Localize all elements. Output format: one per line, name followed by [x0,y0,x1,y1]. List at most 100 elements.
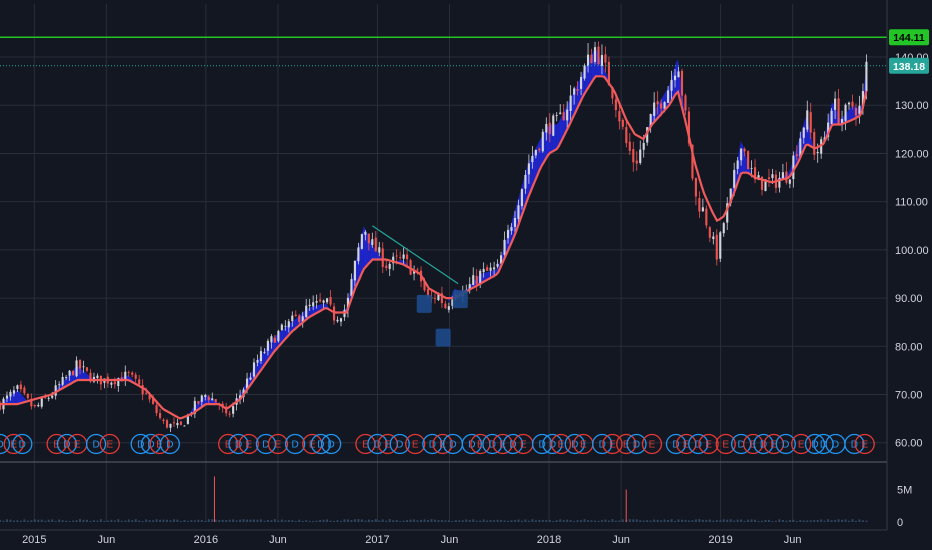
dividend-event[interactable] [12,433,33,455]
earnings-event[interactable] [854,433,875,455]
volume-bar [221,519,224,522]
band-segment [212,398,215,405]
candle-body [503,239,506,255]
candle-body [639,149,642,163]
earnings-event[interactable] [238,433,259,455]
dividend-event[interactable] [159,433,181,455]
volume-bar [179,521,182,522]
dividend-event[interactable] [626,433,647,455]
volume-bar [0,519,1,522]
volume-bar [23,519,26,522]
dividend-event[interactable] [389,433,410,455]
earnings-event[interactable] [470,433,491,455]
candle-body [628,141,631,151]
dividend-event[interactable] [813,433,834,455]
dividend-event[interactable] [804,433,826,455]
event-label: D [811,440,818,451]
dividend-event[interactable] [542,433,563,455]
earnings-event[interactable] [616,433,637,455]
earnings-event[interactable] [791,433,812,455]
dividend-event[interactable] [284,433,306,455]
band-segment [561,113,564,142]
volume-bar [106,520,109,522]
candle-body [701,207,704,212]
volume-bar [58,519,61,522]
dividend-event[interactable] [564,433,585,455]
band-segment [205,394,208,405]
earnings-event[interactable] [377,433,398,455]
candle-body [319,299,322,302]
volume-bar [312,520,315,522]
earnings-event[interactable] [149,433,170,455]
earnings-event[interactable] [46,433,67,455]
earnings-event[interactable] [267,433,289,455]
event-label: D [599,440,606,451]
dividend-event[interactable] [688,433,709,455]
candle-body [708,227,711,238]
dividend-event[interactable] [502,433,524,455]
earnings-event[interactable] [676,433,697,455]
band-segment [309,306,312,317]
earnings-event[interactable] [743,433,764,455]
earnings-event[interactable] [550,433,572,455]
volume-bar [778,519,781,522]
volume-bar [148,520,151,522]
dividend-event[interactable] [255,433,277,455]
earnings-event[interactable] [763,433,784,455]
volume-bar [402,520,405,522]
volume-bar [743,520,746,522]
earnings-event[interactable] [602,433,623,455]
earnings-event[interactable] [492,433,513,455]
price-axis-bg [887,0,932,550]
dividend-event[interactable] [320,433,342,455]
band-segment [80,368,83,381]
dividend-event[interactable] [482,433,503,455]
candle-body [252,362,256,377]
dividend-event[interactable] [844,433,865,455]
candle-body [670,79,673,91]
volume-bar [510,520,513,522]
candle-body [169,423,172,428]
dividend-event[interactable] [775,433,796,455]
dividend-event[interactable] [228,433,249,455]
earnings-dividend-events[interactable]: DEDEDEDEDDEDEDEDEDEDDEDEDEDEDDEDEDEDDEDE… [0,433,875,455]
dividend-event[interactable] [422,433,443,455]
band-segment [480,273,484,284]
volume-bar [472,519,475,522]
dividend-event[interactable] [592,433,613,455]
event-label: E [53,440,60,451]
earnings-event[interactable] [432,433,453,455]
dividend-event[interactable] [665,433,687,455]
earnings-event[interactable] [3,433,24,455]
dividend-event[interactable] [56,433,78,455]
candle-body [715,234,718,260]
event-label: E [10,440,17,451]
earnings-event[interactable] [355,433,376,455]
earnings-event[interactable] [99,433,120,455]
earnings-event[interactable] [405,433,426,455]
y-tick-label: 80.00 [895,341,923,353]
volume-bar [430,519,433,522]
event-label: D [235,440,242,451]
earnings-event[interactable] [641,433,663,455]
earnings-event[interactable] [715,433,736,455]
candle-body [482,268,485,273]
dividend-event[interactable] [731,433,752,455]
event-label: D [137,440,144,451]
dividend-event[interactable] [0,433,11,455]
dividend-event[interactable] [310,433,331,455]
volume-bar [698,519,701,522]
candle-body [155,405,158,414]
volume-bar [538,519,541,522]
earnings-event[interactable] [698,433,719,455]
volume-bar [611,519,614,522]
dividend-event[interactable] [461,433,482,455]
candle-body [127,372,130,373]
event-label: E [609,440,616,451]
dividend-event[interactable] [367,433,388,455]
dividend-event[interactable] [753,433,774,455]
dividend-event[interactable] [85,433,107,455]
earnings-event[interactable] [218,433,239,455]
band-segment [21,394,24,403]
